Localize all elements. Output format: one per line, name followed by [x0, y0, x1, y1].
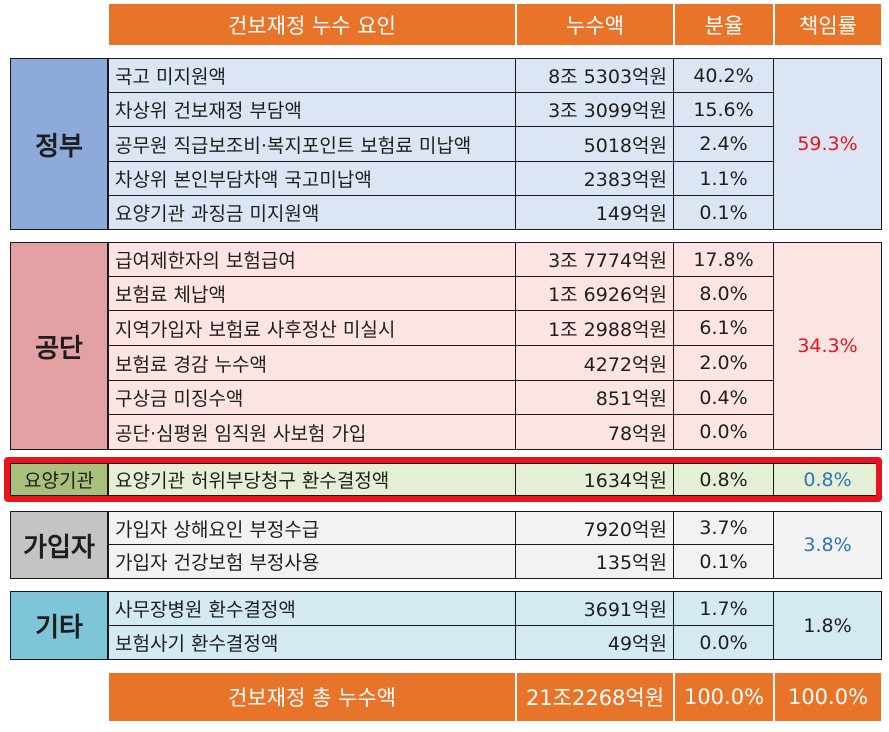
row-label: 사무장병원 환수결정액	[108, 591, 516, 626]
row-label: 보험사기 환수결정액	[108, 626, 516, 660]
row-label: 급여제한자의 보험급여	[108, 242, 516, 277]
row-amount: 2383억원	[516, 162, 674, 196]
row-label: 지역가입자 보험료 사후정산 미실시	[108, 311, 516, 346]
responsibility-government: 59.3%	[774, 58, 882, 230]
total-share: 100.0%	[674, 672, 774, 722]
row-share: 3.7%	[674, 511, 774, 545]
row-label: 공단·심평원 임직원 사보험 가입	[108, 415, 516, 450]
highlight-box	[4, 457, 882, 502]
group-label-provider: 요양기관	[10, 463, 108, 496]
row-share: 15.6%	[674, 93, 774, 127]
row-amount: 7920억원	[516, 511, 674, 545]
row-amount: 1조 2988억원	[516, 311, 674, 346]
row-label: 구상금 미징수액	[108, 381, 516, 415]
row-amount: 149억원	[516, 196, 674, 230]
row-share: 8.0%	[674, 277, 774, 311]
total-label: 건보재정 총 누수액	[108, 672, 516, 722]
row-share: 40.2%	[674, 58, 774, 93]
group-label-government: 정부	[10, 58, 108, 230]
responsibility-provider: 0.8%	[774, 463, 882, 496]
row-share: 1.1%	[674, 162, 774, 196]
row-share: 0.8%	[674, 463, 774, 496]
header-amount: 누수액	[516, 3, 674, 46]
row-label: 차상위 건보재정 부담액	[108, 93, 516, 127]
responsibility-other: 1.8%	[774, 591, 882, 660]
row-amount: 3691억원	[516, 591, 674, 626]
group-label-other: 기타	[10, 591, 108, 660]
row-amount: 1634억원	[516, 463, 674, 496]
row-label: 공무원 직급보조비·복지포인트 보험료 미납액	[108, 127, 516, 162]
group-label-corporation: 공단	[10, 242, 108, 450]
header-responsibility: 책임률	[774, 3, 882, 46]
row-share: 0.0%	[674, 415, 774, 450]
total-amount: 21조2268억원	[516, 672, 674, 722]
row-label: 국고 미지원액	[108, 58, 516, 93]
responsibility-subscriber: 3.8%	[774, 511, 882, 579]
row-share: 2.0%	[674, 346, 774, 381]
row-share: 17.8%	[674, 242, 774, 277]
row-amount: 3조 3099억원	[516, 93, 674, 127]
header-share: 분율	[674, 3, 774, 46]
header-cause: 건보재정 누수 요인	[108, 3, 516, 46]
row-share: 1.7%	[674, 591, 774, 626]
row-share: 0.1%	[674, 196, 774, 230]
row-amount: 49억원	[516, 626, 674, 660]
row-amount: 851억원	[516, 381, 674, 415]
row-label: 가입자 건강보험 부정사용	[108, 545, 516, 579]
row-share: 0.1%	[674, 545, 774, 579]
row-amount: 4272억원	[516, 346, 674, 381]
row-label: 가입자 상해요인 부정수급	[108, 511, 516, 545]
row-share: 0.0%	[674, 626, 774, 660]
row-amount: 135억원	[516, 545, 674, 579]
total-responsibility: 100.0%	[774, 672, 882, 722]
row-label: 차상위 본인부담차액 국고미납액	[108, 162, 516, 196]
row-amount: 1조 6926억원	[516, 277, 674, 311]
group-label-subscriber: 가입자	[10, 511, 108, 579]
row-share: 0.4%	[674, 381, 774, 415]
row-amount: 78억원	[516, 415, 674, 450]
row-label: 요양기관 허위부당청구 환수결정액	[108, 463, 516, 496]
row-share: 6.1%	[674, 311, 774, 346]
row-label: 보험료 체납액	[108, 277, 516, 311]
row-amount: 5018억원	[516, 127, 674, 162]
row-label: 보험료 경감 누수액	[108, 346, 516, 381]
row-amount: 3조 7774억원	[516, 242, 674, 277]
responsibility-corporation: 34.3%	[774, 242, 882, 450]
row-share: 2.4%	[674, 127, 774, 162]
row-amount: 8조 5303억원	[516, 58, 674, 93]
row-label: 요양기관 과징금 미지원액	[108, 196, 516, 230]
